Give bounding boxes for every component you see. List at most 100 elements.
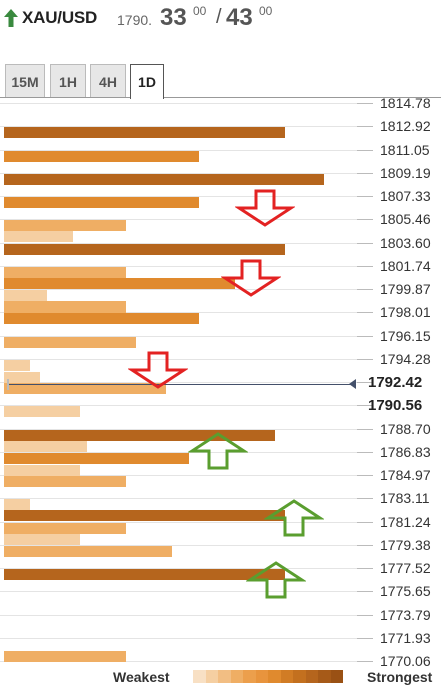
ask-fraction: 00 — [259, 4, 273, 18]
bid-pips: 33 — [160, 4, 187, 31]
confluence-bar — [4, 197, 199, 208]
price-tick — [357, 452, 373, 453]
legend-swatch — [293, 670, 306, 683]
legend-swatch — [280, 670, 293, 683]
legend-swatch — [255, 670, 268, 683]
legend-weakest-label: Weakest — [113, 669, 170, 685]
price-tick — [357, 289, 373, 290]
grid-line — [0, 498, 358, 499]
price-tick — [357, 150, 373, 151]
price-level-label: 1805.46 — [380, 211, 431, 227]
price-level-label: 1814.78 — [380, 95, 431, 111]
price-level-label: 1784.97 — [380, 467, 431, 483]
price-level-label: 1770.06 — [380, 653, 431, 669]
grid-line — [0, 336, 358, 337]
grid-line — [0, 661, 358, 662]
grid-line — [0, 219, 358, 220]
grid-line — [0, 452, 358, 453]
grid-line — [0, 312, 358, 313]
price-level-label: 1781.24 — [380, 514, 431, 530]
price-level-label: 1775.65 — [380, 583, 431, 599]
price-level-label: 1799.87 — [380, 281, 431, 297]
ask-pips: 43 — [226, 4, 253, 31]
price-tick — [357, 336, 373, 337]
support-arrow-up-icon — [188, 432, 248, 470]
price-level-label: 1792.42 — [368, 374, 423, 391]
resistance-arrow-down-icon — [235, 189, 295, 227]
grid-line — [0, 591, 358, 592]
confluence-bar — [4, 534, 80, 545]
arrow-up-icon — [4, 9, 18, 27]
confluence-bar — [4, 220, 126, 231]
confluence-bar — [4, 244, 285, 255]
resistance-arrow-down-icon — [221, 259, 281, 297]
confluence-bar — [4, 499, 30, 510]
price-tick — [357, 359, 373, 360]
confluence-bar — [4, 430, 275, 441]
price-level-label: 1773.79 — [380, 607, 431, 623]
price-level-label: 1796.15 — [380, 328, 431, 344]
price-level-label: 1798.01 — [380, 304, 431, 320]
confluence-bar — [4, 127, 285, 138]
price-tick — [357, 173, 373, 174]
price-tick — [357, 475, 373, 476]
confluence-bar — [4, 510, 285, 521]
price-tick — [357, 126, 373, 127]
price-tick — [357, 103, 373, 104]
grid-line — [0, 429, 358, 430]
price-tick — [357, 382, 373, 383]
confluence-bar — [4, 337, 136, 348]
price-level-label: 1771.93 — [380, 630, 431, 646]
tab-1d[interactable]: 1D — [130, 64, 164, 99]
confluence-bar — [4, 360, 30, 371]
confluence-bar — [4, 441, 87, 452]
grid-line — [0, 638, 358, 639]
price-tick — [357, 243, 373, 244]
confluence-bar — [4, 569, 285, 580]
price-tick — [357, 266, 373, 267]
confluence-bar — [4, 290, 47, 301]
confluence-bar — [4, 151, 199, 162]
tabs-divider — [0, 97, 441, 98]
price-level-label: 1790.56 — [368, 397, 423, 414]
bid-base-price: 1790. — [117, 12, 153, 28]
price-level-label: 1794.28 — [380, 351, 431, 367]
price-level-label: 1812.92 — [380, 118, 431, 134]
grid-line — [0, 150, 358, 151]
legend-swatch — [205, 670, 218, 683]
grid-line — [0, 382, 358, 383]
confluence-bar — [4, 465, 80, 476]
legend-swatch — [268, 670, 281, 683]
tab-4h[interactable]: 4H — [90, 64, 126, 98]
legend-swatch — [243, 670, 256, 683]
legend-swatch — [230, 670, 243, 683]
grid-line — [0, 475, 358, 476]
confluence-bar — [4, 302, 126, 313]
price-tick — [357, 498, 373, 499]
price-level-label: 1783.11 — [380, 490, 430, 506]
tab-1h[interactable]: 1H — [50, 64, 86, 98]
grid-line — [0, 266, 358, 267]
confluence-bar — [4, 231, 73, 242]
tab-15m[interactable]: 15M — [5, 64, 45, 98]
legend-swatch — [193, 670, 206, 683]
price-separator: / — [216, 6, 222, 28]
bid-fraction: 00 — [193, 4, 207, 18]
price-level-label: 1811.05 — [380, 142, 430, 158]
symbol-label: XAU/USD — [22, 8, 98, 27]
grid-line — [0, 545, 358, 546]
confluence-bar — [4, 278, 235, 289]
grid-line — [0, 359, 358, 360]
price-level-label: 1786.83 — [380, 444, 431, 460]
legend-swatch — [218, 670, 231, 683]
price-tick — [357, 545, 373, 546]
price-level-label: 1779.38 — [380, 537, 431, 553]
price-tick — [357, 405, 373, 406]
resistance-arrow-down-icon — [128, 351, 188, 389]
grid-line — [0, 289, 358, 290]
price-level-label: 1809.19 — [380, 165, 431, 181]
confluence-bar — [4, 406, 80, 417]
price-level-label: 1777.52 — [380, 560, 431, 576]
price-tick — [357, 429, 373, 430]
legend-strongest-label: Strongest — [367, 669, 433, 685]
